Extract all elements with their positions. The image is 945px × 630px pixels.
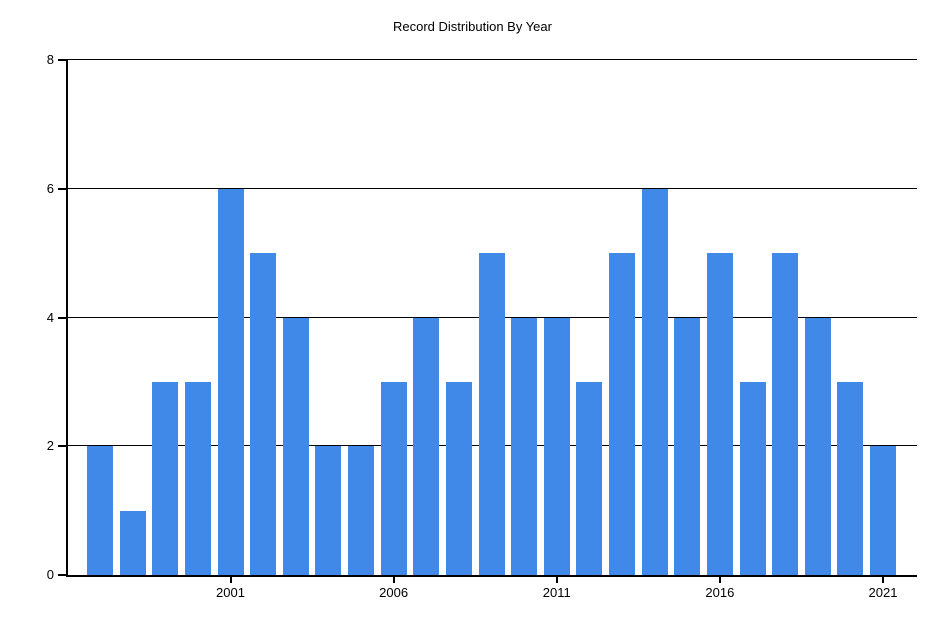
- y-tick-2: [58, 445, 68, 448]
- bar-2020: [837, 381, 864, 575]
- bar-2017: [739, 381, 766, 575]
- bar-2008: [445, 381, 472, 575]
- bar-2001: [217, 188, 244, 575]
- x-axis-line: [66, 575, 917, 577]
- gridline-8: [68, 59, 917, 60]
- x-tick-2016: [718, 577, 721, 583]
- bar-2000: [184, 381, 211, 575]
- x-tick-label-2006: 2006: [379, 585, 409, 600]
- gridline-6: [68, 187, 917, 189]
- bar-1997: [87, 446, 113, 575]
- y-tick-label-8: 8: [46, 52, 54, 67]
- x-tick-label-2016: 2016: [705, 585, 735, 600]
- y-tick-6: [58, 187, 68, 190]
- bar-2009: [478, 253, 505, 575]
- x-tick-label-2011: 2011: [542, 585, 571, 600]
- x-tick-label-2021: 2021: [868, 585, 898, 600]
- bar-1998: [119, 510, 146, 575]
- bar-2018: [772, 253, 799, 575]
- bar-2007: [413, 317, 440, 575]
- y-tick-4: [58, 316, 68, 319]
- bar-2021: [870, 446, 896, 575]
- bar-2005: [348, 446, 374, 575]
- bar-2012: [576, 381, 603, 575]
- bar-2003: [282, 317, 309, 575]
- bar-1999: [152, 381, 179, 575]
- bar-2002: [250, 253, 277, 575]
- y-tick-0: [58, 574, 68, 576]
- x-tick-2021: [882, 577, 884, 583]
- y-tick-label-4: 4: [46, 309, 54, 325]
- bar-2013: [609, 253, 635, 575]
- bar-2006: [380, 381, 407, 575]
- y-tick-label-6: 6: [46, 180, 54, 196]
- x-tick-2006: [392, 577, 395, 583]
- x-tick-2011: [555, 577, 558, 583]
- bar-2004: [315, 446, 342, 575]
- bar-2014: [641, 188, 668, 575]
- bar-2019: [804, 317, 831, 575]
- chart-title: Record Distribution By Year: [393, 19, 552, 34]
- y-tick-8: [58, 59, 68, 61]
- y-tick-label-2: 2: [46, 438, 54, 454]
- bar-2011: [543, 317, 570, 575]
- x-tick-2001: [229, 577, 232, 583]
- x-tick-label-2001: 2001: [216, 585, 245, 600]
- bar-2010: [511, 317, 538, 575]
- y-tick-label-0: 0: [46, 567, 54, 582]
- bar-2016: [706, 253, 733, 575]
- bar-2015: [674, 317, 701, 575]
